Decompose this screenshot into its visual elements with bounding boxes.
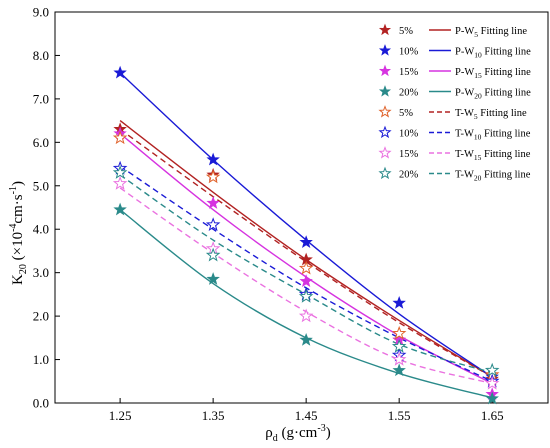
legend-marker-label: 20%: [399, 88, 419, 99]
legend-marker-7: [378, 146, 392, 159]
data-point-6: [205, 217, 221, 232]
legend-marker-label: 10%: [399, 129, 419, 140]
legend-line-label: P-W10 Fitting line: [455, 47, 531, 60]
data-point-5: [112, 130, 128, 145]
data-point-5: [298, 260, 314, 275]
legend-marker-1: [378, 23, 392, 36]
data-points: [112, 65, 500, 405]
legend: 5% P-W5 Fitting line 10% P-W10 Fitting line…: [378, 23, 531, 183]
fitting-line-5: [119, 128, 493, 378]
data-point-2: [299, 235, 313, 248]
y-tick-label: 5.0: [33, 178, 49, 193]
legend-marker-8: [378, 166, 392, 180]
legend-marker-label: 15%: [399, 67, 419, 78]
fitting-line-6: [119, 165, 493, 382]
legend-marker-6: [378, 125, 392, 139]
x-tick-label: 1.45: [295, 408, 318, 423]
data-point-7: [391, 351, 407, 366]
data-point-8: [298, 288, 314, 303]
data-point-8: [484, 362, 500, 377]
legend-marker-label: 5%: [399, 108, 413, 119]
y-tick-label: 0.0: [33, 396, 49, 411]
y-tick-label: 1.0: [33, 352, 49, 367]
data-point-8: [205, 247, 221, 262]
legend-marker-2: [378, 44, 392, 56]
data-point-4: [485, 391, 499, 405]
data-point-8: [391, 338, 407, 353]
y-tick-label: 6.0: [33, 135, 49, 150]
legend-line-label: P-W20 Fitting line: [455, 88, 531, 101]
data-point-5: [205, 169, 221, 184]
y-tick-label: 9.0: [33, 5, 49, 20]
legend-line-label: T-W5 Fitting line: [455, 108, 527, 121]
data-point-7: [484, 375, 500, 390]
legend-marker-label: 15%: [399, 149, 419, 160]
data-point-4: [113, 202, 127, 216]
data-point-4: [206, 272, 220, 285]
y-tick-label: 3.0: [33, 265, 49, 280]
y-tick-label: 8.0: [33, 48, 49, 63]
y-tick-label: 2.0: [33, 309, 49, 324]
legend-line-label: T-W10 Fitting line: [455, 129, 531, 142]
data-point-2: [392, 296, 406, 309]
y-tick-label: 7.0: [33, 91, 49, 106]
data-point-8: [112, 165, 128, 179]
data-point-5: [391, 325, 407, 340]
x-tick-label: 1.25: [109, 408, 132, 423]
data-point-2: [113, 65, 127, 79]
legend-marker-label: 20%: [399, 170, 419, 181]
y-axis-title: K20 (×10-4cm·s-1): [8, 181, 29, 285]
axes: 0.0 1.0 2.0 3.0 4.0 5.0 6.0 7.0 8.0 9.0 1.25 1.35 1.…: [33, 5, 549, 423]
legend-marker-3: [378, 64, 392, 77]
x-axis-title: ρd (g·cm-3): [265, 423, 330, 444]
legend-marker-label: 10%: [399, 47, 419, 58]
x-tick-label: 1.35: [202, 408, 225, 423]
legend-line-label: T-W15 Fitting line: [455, 149, 531, 162]
x-tick-label: 1.65: [481, 408, 504, 423]
data-point-7: [112, 175, 128, 190]
legend-line-label: P-W5 Fitting line: [455, 26, 527, 39]
legend-line-label: P-W15 Fitting line: [455, 67, 531, 80]
legend-marker-4: [378, 85, 392, 97]
data-point-4: [299, 332, 313, 346]
legend-line-label: T-W20 Fitting line: [455, 170, 531, 183]
legend-marker-label: 5%: [399, 26, 413, 37]
x-tick-label: 1.55: [388, 408, 411, 423]
data-point-2: [206, 152, 220, 166]
y-tick-label: 4.0: [33, 222, 49, 237]
data-point-7: [298, 308, 314, 323]
data-point-3: [299, 274, 313, 288]
data-point-3: [206, 196, 220, 209]
fitting-line-2: [119, 72, 493, 378]
data-point-4: [392, 363, 406, 377]
legend-marker-5: [378, 105, 392, 118]
plot-frame: [54, 11, 549, 404]
fitting-line-7: [119, 187, 493, 385]
